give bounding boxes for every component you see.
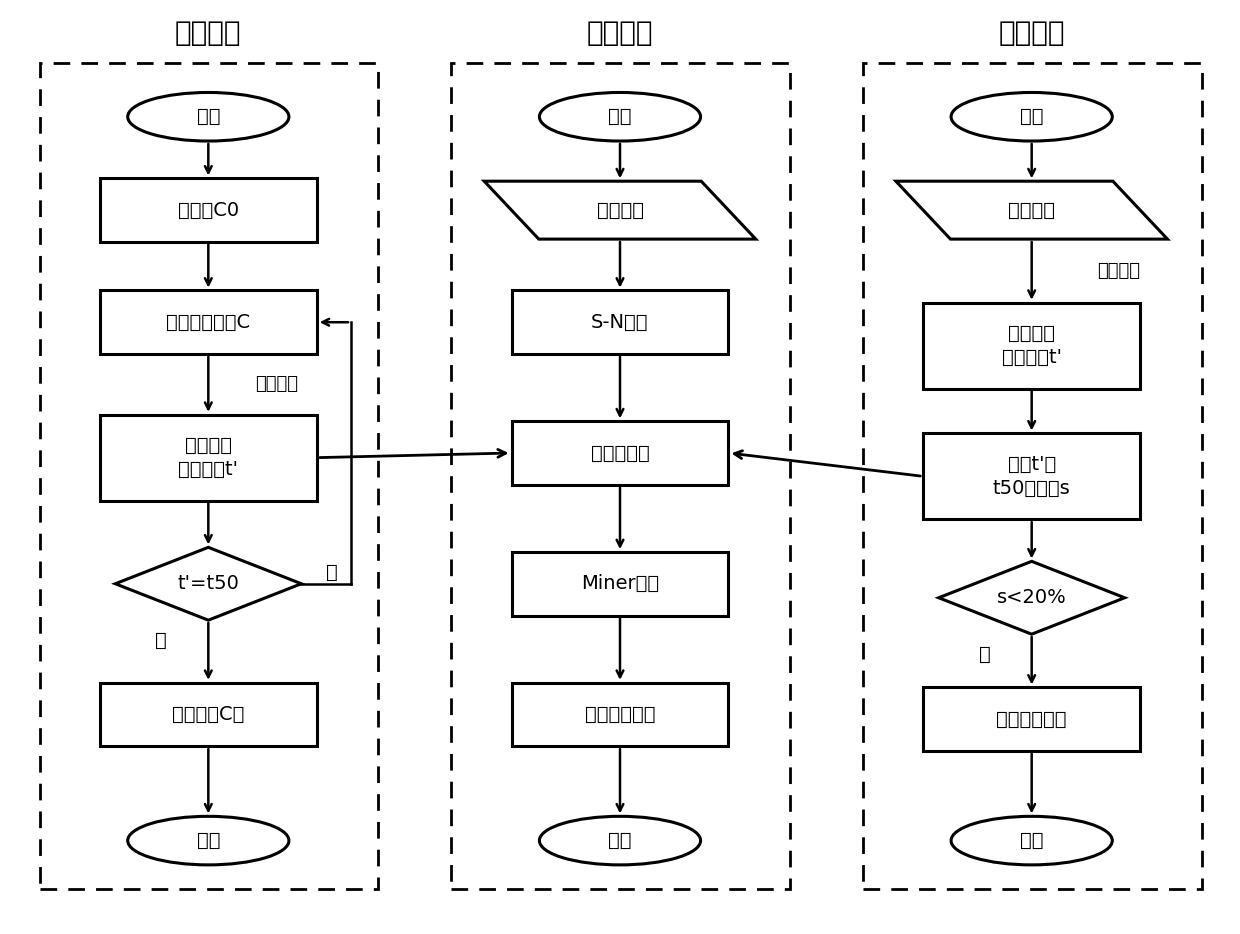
Text: 开始: 开始 xyxy=(609,107,631,126)
Text: 寿命分析: 寿命分析 xyxy=(255,375,298,393)
Text: 计算t'与
t50的误差s: 计算t'与 t50的误差s xyxy=(993,455,1070,498)
Text: 优化后的C值: 优化后的C值 xyxy=(172,705,244,724)
Text: 初始值C0: 初始值C0 xyxy=(177,201,239,219)
Text: 该谱下的
计算寿命t': 该谱下的 计算寿命t' xyxy=(1002,324,1061,367)
FancyBboxPatch shape xyxy=(923,687,1141,751)
FancyBboxPatch shape xyxy=(100,683,317,746)
Text: Miner理论: Miner理论 xyxy=(580,574,660,593)
FancyBboxPatch shape xyxy=(511,552,728,616)
FancyBboxPatch shape xyxy=(511,421,728,485)
Text: t'=t50: t'=t50 xyxy=(177,574,239,593)
Text: 寿命分析: 寿命分析 xyxy=(1097,262,1140,280)
Text: 是: 是 xyxy=(155,631,167,650)
Ellipse shape xyxy=(539,816,701,865)
Text: 等寿命曲线: 等寿命曲线 xyxy=(590,444,650,462)
Text: 开始: 开始 xyxy=(197,107,219,126)
Text: S-N曲线: S-N曲线 xyxy=(591,313,649,332)
FancyBboxPatch shape xyxy=(923,303,1141,389)
FancyBboxPatch shape xyxy=(511,683,728,746)
Polygon shape xyxy=(484,181,756,239)
FancyBboxPatch shape xyxy=(100,415,317,501)
Ellipse shape xyxy=(951,816,1112,865)
Ellipse shape xyxy=(951,92,1112,141)
Text: 结束: 结束 xyxy=(609,831,631,850)
FancyBboxPatch shape xyxy=(100,290,317,354)
FancyBboxPatch shape xyxy=(923,433,1141,519)
Text: 参数校准: 参数校准 xyxy=(175,19,242,47)
Text: 试验验证: 试验验证 xyxy=(998,19,1065,47)
Text: s<20%: s<20% xyxy=(997,588,1066,607)
Text: 否: 否 xyxy=(326,563,339,582)
Text: 结束: 结束 xyxy=(197,831,219,850)
Text: 一定步长调整C: 一定步长调整C xyxy=(166,313,250,332)
Ellipse shape xyxy=(128,92,289,141)
Text: 确定校准方法: 确定校准方法 xyxy=(997,710,1066,729)
Text: 计算疲劳寿命: 计算疲劳寿命 xyxy=(585,705,655,724)
Text: 寿命分析: 寿命分析 xyxy=(587,19,653,47)
Text: 某谱下的
计算寿命t': 某谱下的 计算寿命t' xyxy=(179,436,238,479)
Text: 开始: 开始 xyxy=(1021,107,1043,126)
FancyBboxPatch shape xyxy=(511,290,728,354)
Text: 某应力谱: 某应力谱 xyxy=(596,201,644,219)
Ellipse shape xyxy=(539,92,701,141)
Polygon shape xyxy=(115,547,301,620)
Text: 某应力谱: 某应力谱 xyxy=(1008,201,1055,219)
Text: 是: 是 xyxy=(978,645,991,664)
FancyBboxPatch shape xyxy=(100,178,317,242)
Polygon shape xyxy=(895,181,1168,239)
Polygon shape xyxy=(939,561,1125,634)
Ellipse shape xyxy=(128,816,289,865)
Text: 结束: 结束 xyxy=(1021,831,1043,850)
